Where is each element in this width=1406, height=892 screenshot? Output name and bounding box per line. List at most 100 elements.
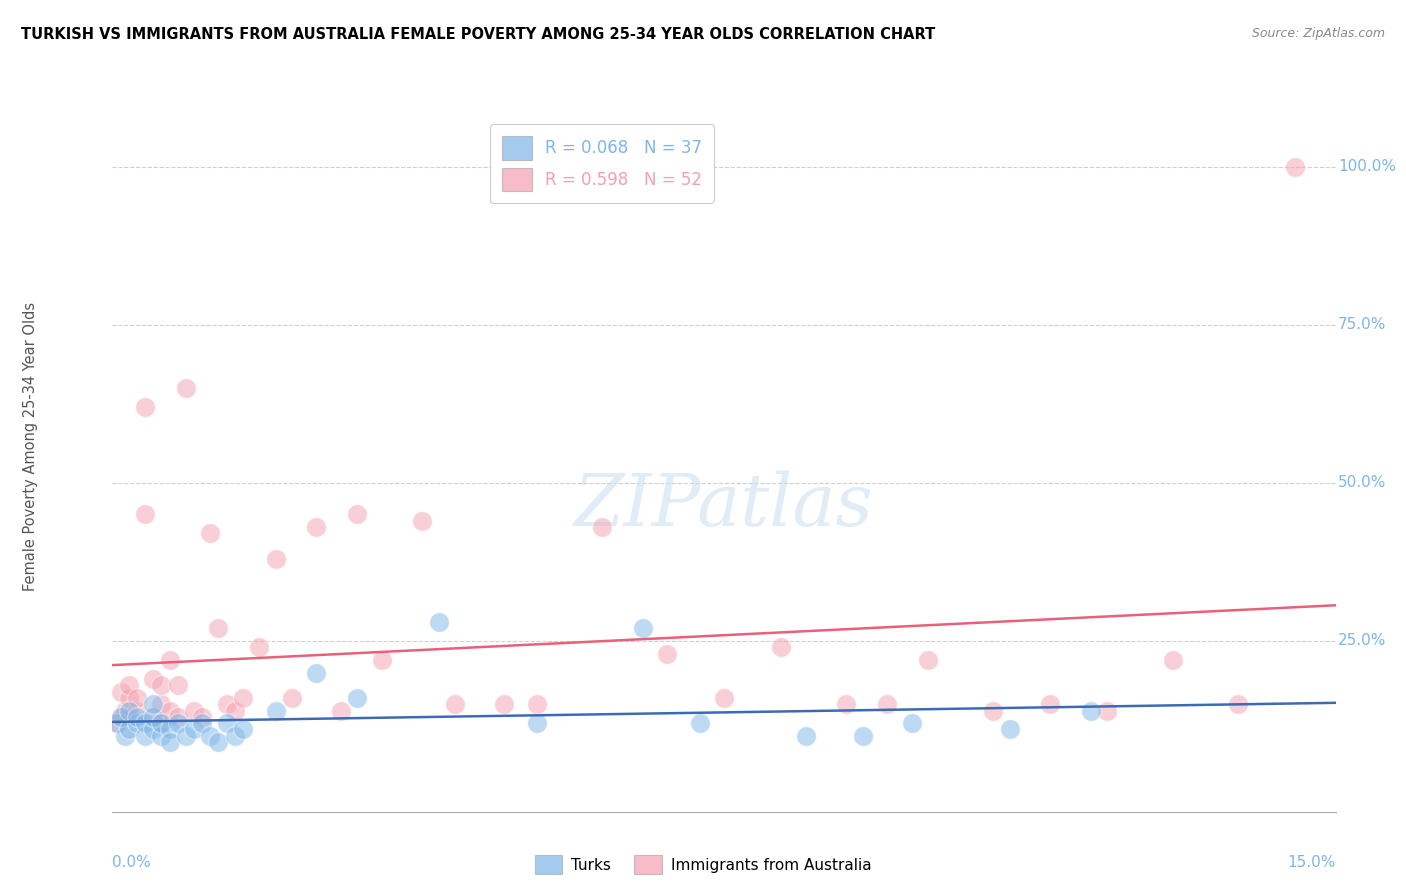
Point	[444, 697, 467, 711]
Point	[174, 381, 197, 395]
Point	[900, 716, 922, 731]
Point	[159, 653, 181, 667]
Point	[125, 690, 148, 705]
Point	[110, 684, 132, 698]
Point	[142, 710, 165, 724]
Point	[166, 710, 188, 724]
Point	[346, 690, 368, 705]
Point	[166, 678, 188, 692]
Point	[655, 647, 678, 661]
Point	[689, 716, 711, 731]
Point	[200, 526, 222, 541]
Point	[159, 735, 181, 749]
Point	[142, 697, 165, 711]
Point	[631, 621, 654, 635]
Point	[852, 729, 875, 743]
Text: 0.0%: 0.0%	[112, 855, 152, 870]
Point	[526, 697, 548, 711]
Point	[370, 653, 392, 667]
Point	[835, 697, 858, 711]
Point	[105, 716, 128, 731]
Point	[191, 710, 214, 724]
Point	[305, 520, 328, 534]
Point	[110, 710, 132, 724]
Point	[770, 640, 793, 655]
Point	[794, 729, 817, 743]
Point	[346, 508, 368, 522]
Text: ZIPatlas: ZIPatlas	[574, 470, 875, 541]
Point	[118, 678, 141, 692]
Point	[281, 690, 304, 705]
Point	[526, 716, 548, 731]
Point	[998, 723, 1021, 737]
Text: 100.0%: 100.0%	[1339, 159, 1396, 174]
Point	[118, 690, 141, 705]
Text: TURKISH VS IMMIGRANTS FROM AUSTRALIA FEMALE POVERTY AMONG 25-34 YEAR OLDS CORREL: TURKISH VS IMMIGRANTS FROM AUSTRALIA FEM…	[21, 27, 935, 42]
Point	[118, 723, 141, 737]
Point	[125, 704, 148, 718]
Point	[134, 508, 156, 522]
Point	[207, 735, 229, 749]
Point	[224, 704, 246, 718]
Text: 15.0%: 15.0%	[1288, 855, 1336, 870]
Point	[125, 710, 148, 724]
Text: 25.0%: 25.0%	[1339, 633, 1386, 648]
Point	[1080, 704, 1102, 718]
Point	[166, 716, 188, 731]
Point	[142, 710, 165, 724]
Point	[114, 704, 136, 718]
Point	[492, 697, 515, 711]
Point	[305, 665, 328, 680]
Point	[215, 697, 238, 711]
Point	[713, 690, 735, 705]
Text: 75.0%: 75.0%	[1339, 318, 1386, 332]
Point	[114, 729, 136, 743]
Point	[134, 716, 156, 731]
Point	[159, 704, 181, 718]
Point	[183, 704, 205, 718]
Point	[215, 716, 238, 731]
Point	[150, 678, 173, 692]
Point	[150, 716, 173, 731]
Point	[264, 551, 287, 566]
Point	[174, 729, 197, 743]
Point	[207, 621, 229, 635]
Point	[224, 729, 246, 743]
Point	[329, 704, 352, 718]
Point	[1284, 160, 1306, 174]
Point	[232, 690, 254, 705]
Point	[981, 704, 1004, 718]
Text: 50.0%: 50.0%	[1339, 475, 1386, 491]
Point	[134, 400, 156, 414]
Point	[1097, 704, 1119, 718]
Point	[411, 514, 433, 528]
Point	[232, 723, 254, 737]
Point	[1161, 653, 1184, 667]
Point	[159, 723, 181, 737]
Point	[191, 716, 214, 731]
Point	[264, 704, 287, 718]
Legend: R = 0.068   N = 37, R = 0.598   N = 52: R = 0.068 N = 37, R = 0.598 N = 52	[489, 124, 714, 203]
Point	[1226, 697, 1249, 711]
Point	[134, 729, 156, 743]
Text: Source: ZipAtlas.com: Source: ZipAtlas.com	[1251, 27, 1385, 40]
Point	[142, 723, 165, 737]
Point	[105, 716, 128, 731]
Point	[125, 716, 148, 731]
Point	[591, 520, 613, 534]
Point	[183, 723, 205, 737]
Point	[1039, 697, 1062, 711]
Text: Female Poverty Among 25-34 Year Olds: Female Poverty Among 25-34 Year Olds	[24, 301, 38, 591]
Legend: Turks, Immigrants from Australia: Turks, Immigrants from Australia	[529, 849, 877, 880]
Point	[150, 716, 173, 731]
Point	[142, 672, 165, 686]
Point	[200, 729, 222, 743]
Point	[917, 653, 939, 667]
Point	[118, 710, 141, 724]
Point	[150, 697, 173, 711]
Point	[247, 640, 270, 655]
Point	[150, 729, 173, 743]
Point	[427, 615, 450, 629]
Point	[110, 710, 132, 724]
Point	[876, 697, 898, 711]
